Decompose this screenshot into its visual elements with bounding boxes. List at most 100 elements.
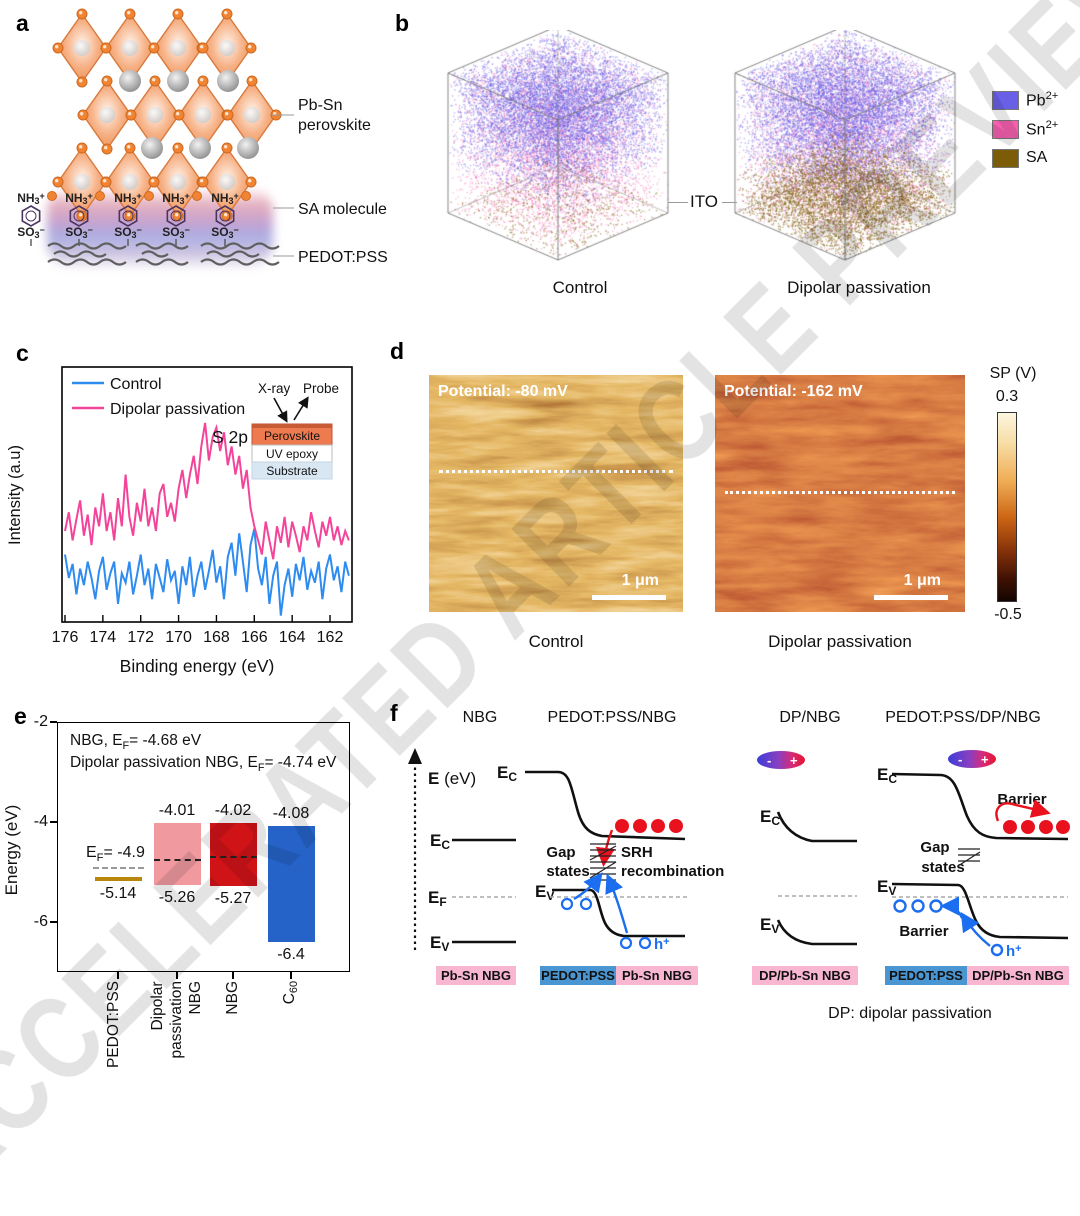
annotation-dp-nbg-ef: Dipolar passivation NBG, EF= -4.74 eV: [70, 754, 337, 775]
ec-curve: [776, 811, 857, 843]
x-axis-tick-labels: 176 174 172 170 168 166 164 162: [52, 629, 344, 646]
benzene-ring: [69, 205, 89, 227]
dipole-minus: -: [767, 753, 771, 768]
x-axis-ticks: [64, 615, 331, 622]
benzene-ring: [166, 205, 186, 227]
b-site-sphere-small: [99, 107, 115, 123]
gap-states-label-1: Gap: [546, 844, 575, 861]
ef-label: EF: [428, 888, 447, 909]
dp-pbsn-box: [752, 966, 858, 985]
pbsn-nbg-box: [436, 966, 516, 985]
sa-swatch: [992, 148, 1019, 168]
xps-sample-inset: X-ray Probe Perovskite UV epoxy Substrat…: [251, 381, 339, 480]
benzene-aromatic: [122, 210, 134, 222]
halide-highlight: [249, 78, 253, 82]
ec-curve: [891, 772, 1069, 841]
ev-label: EV: [535, 882, 554, 903]
xray-arrow: [273, 397, 288, 423]
ito-pointer-line-left: [668, 202, 688, 203]
halide-highlight: [127, 145, 131, 149]
dipole-plus: +: [790, 753, 798, 768]
ec-label: EC: [430, 831, 450, 852]
ec-label: EC: [877, 765, 897, 786]
a-site-sphere: [119, 70, 141, 92]
x-tick-label: 168: [203, 629, 230, 646]
ytick-label-2: -2: [33, 713, 48, 730]
kpfm-caption-dipolar: Dipolar passivation: [768, 632, 912, 651]
y-axis-title: Intensity (a.u): [6, 445, 24, 545]
apt-3d-map-dipolar: [727, 30, 963, 286]
sn-swatch: [992, 119, 1019, 139]
scalebar-label-dipolar: 1 μm: [903, 572, 941, 589]
panel-letter-f: f: [390, 700, 398, 726]
x-tick-label: 166: [241, 629, 268, 646]
b-site-sphere-small: [244, 107, 260, 123]
halide-highlight: [103, 179, 107, 183]
xray-label: X-ray: [258, 381, 291, 396]
halide-corner: [197, 42, 209, 54]
halide-highlight: [127, 11, 131, 15]
apt-legend: Pb2+ Sn2+ SA: [992, 90, 1058, 177]
gap-states-hatch: [589, 843, 617, 881]
halide-corner: [245, 42, 257, 54]
x-tick-label: 162: [317, 629, 344, 646]
halide-corner: [101, 75, 113, 87]
xps-spectrum-chart: 176 174 172 170 168 166 164 162 Binding energy …: [6, 366, 353, 676]
probe-label: Probe: [303, 381, 339, 396]
xlabel-pedot-pss: PEDOT:PSS: [105, 981, 122, 1068]
f-title-pedot-dp-nbg: PEDOT:PSS/DP/NBG: [885, 709, 1041, 726]
gap-states-label-2: states: [546, 863, 589, 880]
hole-trap-arrow-left: [573, 872, 603, 901]
scalebar-label-control: 1 μm: [621, 572, 659, 589]
gap-states-label-2: states: [921, 859, 964, 876]
ev-label: EV: [430, 933, 449, 954]
halide-highlight: [248, 179, 252, 183]
band-diagram-schematic: NBG PEDOT:PSS/NBG DP/NBG PEDOT:PSS/DP/NB…: [408, 709, 1070, 1022]
pedot-box: [540, 966, 616, 985]
b-site-sphere-small: [74, 174, 90, 190]
anchor-halide: [95, 191, 105, 201]
x-tick-label: 172: [127, 629, 154, 646]
value-label-top: -4.02: [214, 802, 252, 819]
caption-dipolar: Dipolar passivation: [787, 278, 931, 297]
panel-letter-e: e: [14, 703, 27, 729]
halide-highlight: [176, 112, 180, 116]
energy-level-chart: Energy (eV) -2 -4 -6 NBG, EF= -4.68 eV D…: [0, 700, 400, 1089]
gap-states-label-1: Gap: [920, 839, 949, 856]
panel-letter-d: d: [390, 338, 405, 364]
caption-control: Control: [552, 278, 608, 297]
b-site-sphere-small: [170, 174, 186, 190]
annotation-nbg-ef: NBG, EF= -4.68 eV: [70, 732, 202, 753]
halide-highlight: [55, 179, 59, 183]
holes-upper: [560, 897, 593, 911]
diagram-dp-nbg: - + EC EV DP/Pb-Sn NBG: [752, 751, 858, 985]
xlabel-c60: C60: [281, 981, 301, 1005]
holes-upper: [893, 899, 943, 913]
pedot-ef-dashed: [92, 867, 144, 869]
bar-ef-dashed: [153, 859, 201, 861]
value-label: -5.14: [99, 885, 137, 902]
halide-highlight: [79, 145, 83, 149]
pb-label: Pb: [1026, 92, 1046, 110]
halide-highlight: [224, 213, 228, 217]
diagram-pedot-dp-nbg: - + EC Barrier Gap states EV Barrier h+ …: [877, 750, 1070, 985]
b-site-sphere-small: [147, 107, 163, 123]
legend-item-sn: Sn2+: [992, 119, 1058, 139]
benzene-aromatic: [219, 210, 231, 222]
halide-highlight: [104, 78, 108, 82]
halide-corner: [76, 142, 88, 154]
electrons: [615, 819, 683, 833]
scalebar-dipolar: [874, 595, 948, 600]
f-title-dp-nbg: DP/NBG: [779, 709, 840, 726]
halide-highlight: [224, 11, 228, 15]
diagram-nbg: EC EF EV Pb-Sn NBG: [428, 831, 516, 985]
x-tick-label: 174: [90, 629, 117, 646]
perovskite-schematic: NH3+ SO3− NH3+ SO3− NH3+ SO3− NH3+ SO3− NH3+ SO3−…: [18, 8, 388, 266]
pbsn-nbg-box-label: Pb-Sn NBG: [622, 968, 692, 983]
dipole-icon: [757, 751, 805, 769]
pedot-box: [885, 966, 967, 985]
halide-corner: [172, 8, 184, 20]
ec-curve: [525, 770, 686, 841]
benzene-aromatic: [73, 210, 85, 222]
sn-label: Sn: [1026, 121, 1046, 139]
